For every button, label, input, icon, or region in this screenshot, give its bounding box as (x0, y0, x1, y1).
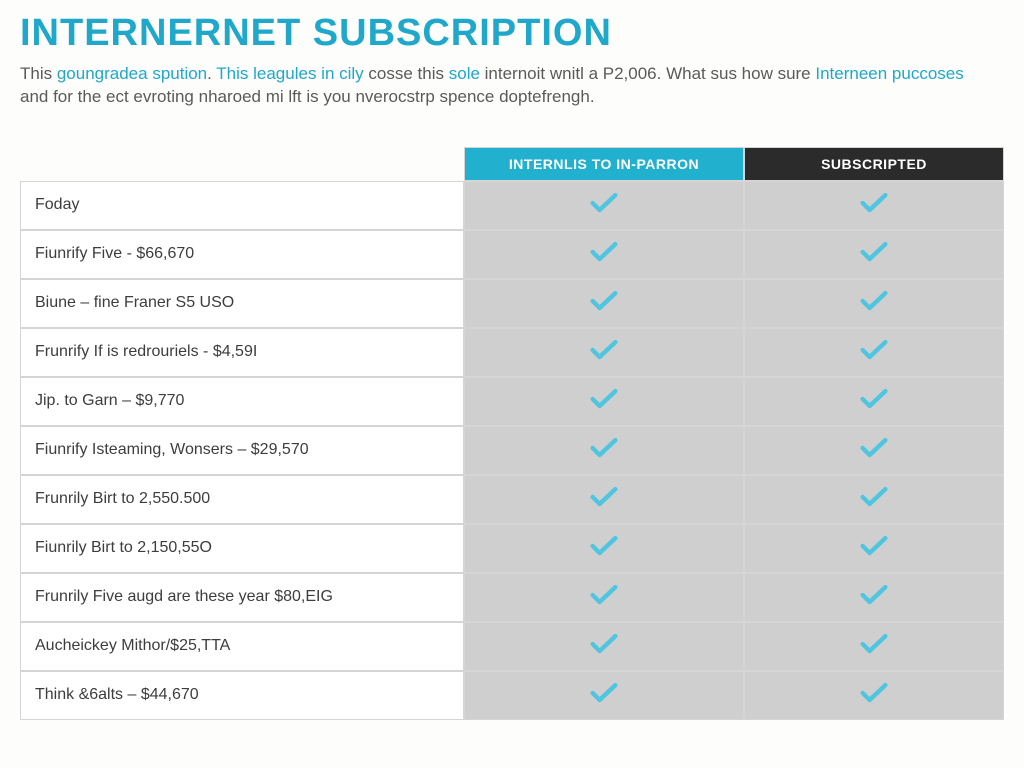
check-icon (590, 339, 618, 361)
cell-col2 (744, 279, 1004, 328)
check-icon (590, 584, 618, 606)
check-icon (860, 339, 888, 361)
cell-col2 (744, 671, 1004, 720)
check-icon (590, 241, 618, 263)
subtitle-text: This goungradea spution. This leagules i… (20, 63, 980, 109)
subtitle-part: and for the ect evroting nharoed mi lft … (20, 87, 595, 106)
check-icon (860, 437, 888, 459)
table-row: Frunrify If is redrouriels - $4,59I (20, 328, 1004, 377)
row-label: Think &6alts – $44,670 (20, 671, 464, 720)
check-icon (860, 486, 888, 508)
row-label: Fiunrify Five - $66,670 (20, 230, 464, 279)
cell-col2 (744, 328, 1004, 377)
check-icon (860, 535, 888, 557)
table-row: Fiunrily Birt to 2,150,55O (20, 524, 1004, 573)
header-spacer (20, 147, 464, 181)
row-label: Fiunrify Isteaming, Wonsers – $29,570 (20, 426, 464, 475)
cell-col1 (464, 475, 744, 524)
check-icon (860, 633, 888, 655)
check-icon (590, 535, 618, 557)
subtitle-part: . (207, 64, 216, 83)
comparison-table: INTERNLIS TO IN-PARRON SUBSCRIPTED Foday… (20, 147, 1004, 720)
check-icon (860, 290, 888, 312)
cell-col1 (464, 279, 744, 328)
row-label: Aucheickey Mithor/$25,TTA (20, 622, 464, 671)
column-header-1: INTERNLIS TO IN-PARRON (464, 147, 744, 181)
row-label: Fiunrily Birt to 2,150,55O (20, 524, 464, 573)
cell-col2 (744, 426, 1004, 475)
table-row: Fiunrify Isteaming, Wonsers – $29,570 (20, 426, 1004, 475)
check-icon (860, 192, 888, 214)
cell-col1 (464, 181, 744, 230)
check-icon (590, 486, 618, 508)
subtitle-part: This (20, 64, 57, 83)
row-label: Jip. to Garn – $9,770 (20, 377, 464, 426)
cell-col1 (464, 524, 744, 573)
check-icon (860, 388, 888, 410)
row-label: Frunrily Birt to 2,550.500 (20, 475, 464, 524)
subtitle-part: internoit wnitl a P2,006. What sus how s… (480, 64, 815, 83)
check-icon (590, 192, 618, 214)
subtitle-accent: Interneen puccoses (815, 64, 963, 83)
table-row: Frunrily Birt to 2,550.500 (20, 475, 1004, 524)
cell-col1 (464, 573, 744, 622)
table-row: Aucheickey Mithor/$25,TTA (20, 622, 1004, 671)
cell-col1 (464, 328, 744, 377)
check-icon (590, 388, 618, 410)
check-icon (860, 682, 888, 704)
cell-col1 (464, 671, 744, 720)
table-row: Foday (20, 181, 1004, 230)
cell-col2 (744, 181, 1004, 230)
page-title: INTERNERNET SUBSCRIPTION (20, 12, 1004, 55)
check-icon (590, 290, 618, 312)
row-label: Biune – fine Franer S5 USO (20, 279, 464, 328)
subtitle-accent: sole (449, 64, 480, 83)
check-icon (590, 682, 618, 704)
check-icon (860, 241, 888, 263)
cell-col2 (744, 573, 1004, 622)
check-icon (860, 584, 888, 606)
column-header-2: SUBSCRIPTED (744, 147, 1004, 181)
cell-col2 (744, 622, 1004, 671)
table-row: Think &6alts – $44,670 (20, 671, 1004, 720)
table-header-row: INTERNLIS TO IN-PARRON SUBSCRIPTED (20, 147, 1004, 181)
row-label: Frunrify If is redrouriels - $4,59I (20, 328, 464, 377)
cell-col2 (744, 377, 1004, 426)
table-row: Biune – fine Franer S5 USO (20, 279, 1004, 328)
cell-col2 (744, 230, 1004, 279)
check-icon (590, 437, 618, 459)
table-row: Frunrily Five augd are these year $80,EI… (20, 573, 1004, 622)
cell-col1 (464, 622, 744, 671)
subtitle-accent: This leagules in cily (216, 64, 363, 83)
cell-col1 (464, 426, 744, 475)
cell-col2 (744, 475, 1004, 524)
cell-col2 (744, 524, 1004, 573)
table-row: Jip. to Garn – $9,770 (20, 377, 1004, 426)
row-label: Foday (20, 181, 464, 230)
cell-col1 (464, 230, 744, 279)
check-icon (590, 633, 618, 655)
subtitle-part: cosse this (364, 64, 449, 83)
cell-col1 (464, 377, 744, 426)
row-label: Frunrily Five augd are these year $80,EI… (20, 573, 464, 622)
table-row: Fiunrify Five - $66,670 (20, 230, 1004, 279)
subtitle-accent: goungradea spution (57, 64, 207, 83)
